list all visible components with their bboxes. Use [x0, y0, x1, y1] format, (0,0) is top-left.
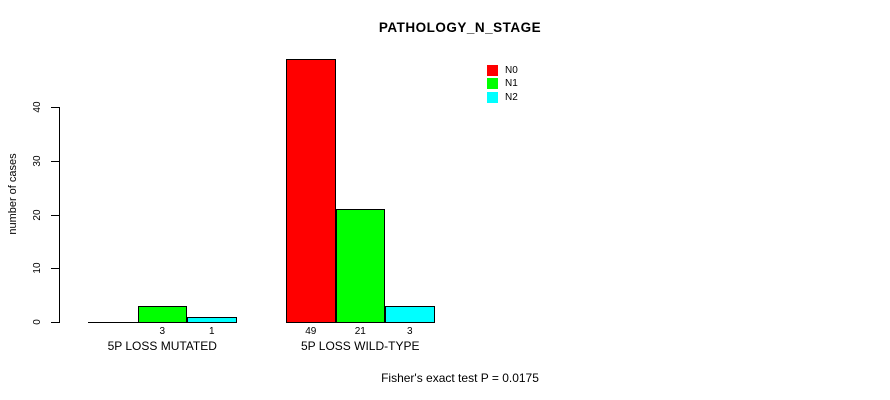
bar-n2 [385, 305, 435, 323]
y-axis-tick [51, 107, 59, 108]
bar-n0 [286, 58, 336, 323]
y-axis-title: number of cases [7, 153, 19, 235]
y-axis-tick-label: 30 [32, 155, 43, 167]
legend-swatch-n1 [487, 78, 498, 90]
bar-value-label: 1 [208, 326, 215, 337]
statistical-test-annotation: Fisher's exact test P = 0.0175 [381, 371, 539, 385]
y-axis-tick [51, 214, 59, 216]
legend-item-n1: N1 [487, 77, 518, 90]
bar-n1 [335, 209, 385, 323]
legend-swatch-n2 [487, 91, 498, 103]
bar-value-label: 49 [305, 326, 317, 337]
legend-label: N1 [505, 78, 518, 90]
bar-value-label: 3 [406, 326, 413, 337]
legend-label: N2 [505, 91, 518, 103]
bar-n2 [187, 316, 237, 323]
y-axis-tick [51, 160, 59, 162]
legend-item-n2: N2 [487, 91, 518, 104]
chart-title: PATHOLOGY_N_STAGE [378, 20, 542, 35]
x-group-label: 5P LOSS WILD-TYPE [301, 339, 420, 353]
legend-swatch-n0 [487, 65, 498, 76]
bar-n1 [137, 305, 187, 323]
x-group-label: 5P LOSS MUTATED [107, 339, 217, 353]
y-axis-tick [51, 322, 59, 323]
legend-label: N0 [505, 65, 518, 76]
bar-n0-zero [88, 322, 139, 323]
legend: N0 N1 N2 [487, 64, 518, 104]
y-axis-tick-label: 20 [32, 208, 43, 221]
y-axis-tick-label: 10 [32, 262, 43, 274]
y-axis-tick-label: 40 [32, 101, 43, 113]
legend-item-n0: N0 [487, 64, 518, 77]
y-axis-tick [51, 268, 59, 270]
y-axis-line [59, 107, 60, 323]
y-axis-tick-label: 0 [32, 319, 43, 325]
bar-value-label: 21 [354, 326, 366, 337]
bar-value-label: 3 [159, 326, 166, 337]
